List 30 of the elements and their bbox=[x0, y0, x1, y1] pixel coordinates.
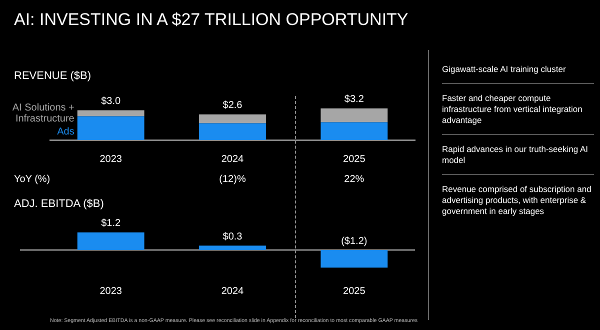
x-tick-label: 2024 bbox=[221, 286, 244, 297]
text: Revenue comprised of subscription and advertising products, with enterprise & government in early stages bbox=[442, 184, 592, 218]
series-label: Ads bbox=[57, 126, 74, 138]
text: Faster and cheaper compute infrastructure from vertical integration advantage bbox=[442, 93, 594, 135]
text: (12)% bbox=[219, 174, 246, 185]
chart-subtitle: REVENUE ($B) bbox=[14, 70, 92, 82]
annotation: $3.0 bbox=[101, 96, 121, 107]
data-label: ($1.2) bbox=[341, 236, 368, 247]
x-tick-label: 2025 bbox=[343, 154, 366, 165]
x-tick-label: 2023 bbox=[100, 154, 122, 165]
bar bbox=[199, 114, 266, 124]
bar bbox=[77, 110, 144, 116]
text: Rapid advances in our truth-seeking AI model bbox=[442, 144, 594, 175]
chart-title: ADJ. EBITDA ($B) bbox=[14, 198, 104, 210]
bar bbox=[320, 108, 388, 122]
bar bbox=[77, 116, 144, 140]
x-tick-label: 2024 bbox=[221, 154, 244, 165]
annotation: $2.6 bbox=[222, 100, 243, 112]
annotation: $3.2 bbox=[344, 94, 364, 106]
text: YoY (%) bbox=[14, 174, 50, 185]
text: 22% bbox=[344, 174, 364, 185]
data-label: $1.2 bbox=[101, 218, 121, 230]
chart-title: AI: INVESTING IN A $27 TRILLION OPPORTUNITY bbox=[14, 10, 408, 30]
x-tick-label: 2023 bbox=[100, 286, 122, 297]
bar bbox=[199, 123, 266, 140]
bar bbox=[320, 122, 388, 140]
x-tick-label: 2025 bbox=[343, 286, 366, 297]
series-label: AI Solutions + Infrastructure bbox=[12, 102, 75, 124]
data-label: $0.3 bbox=[222, 231, 243, 242]
text: Gigawatt-scale AI training cluster bbox=[442, 64, 594, 84]
